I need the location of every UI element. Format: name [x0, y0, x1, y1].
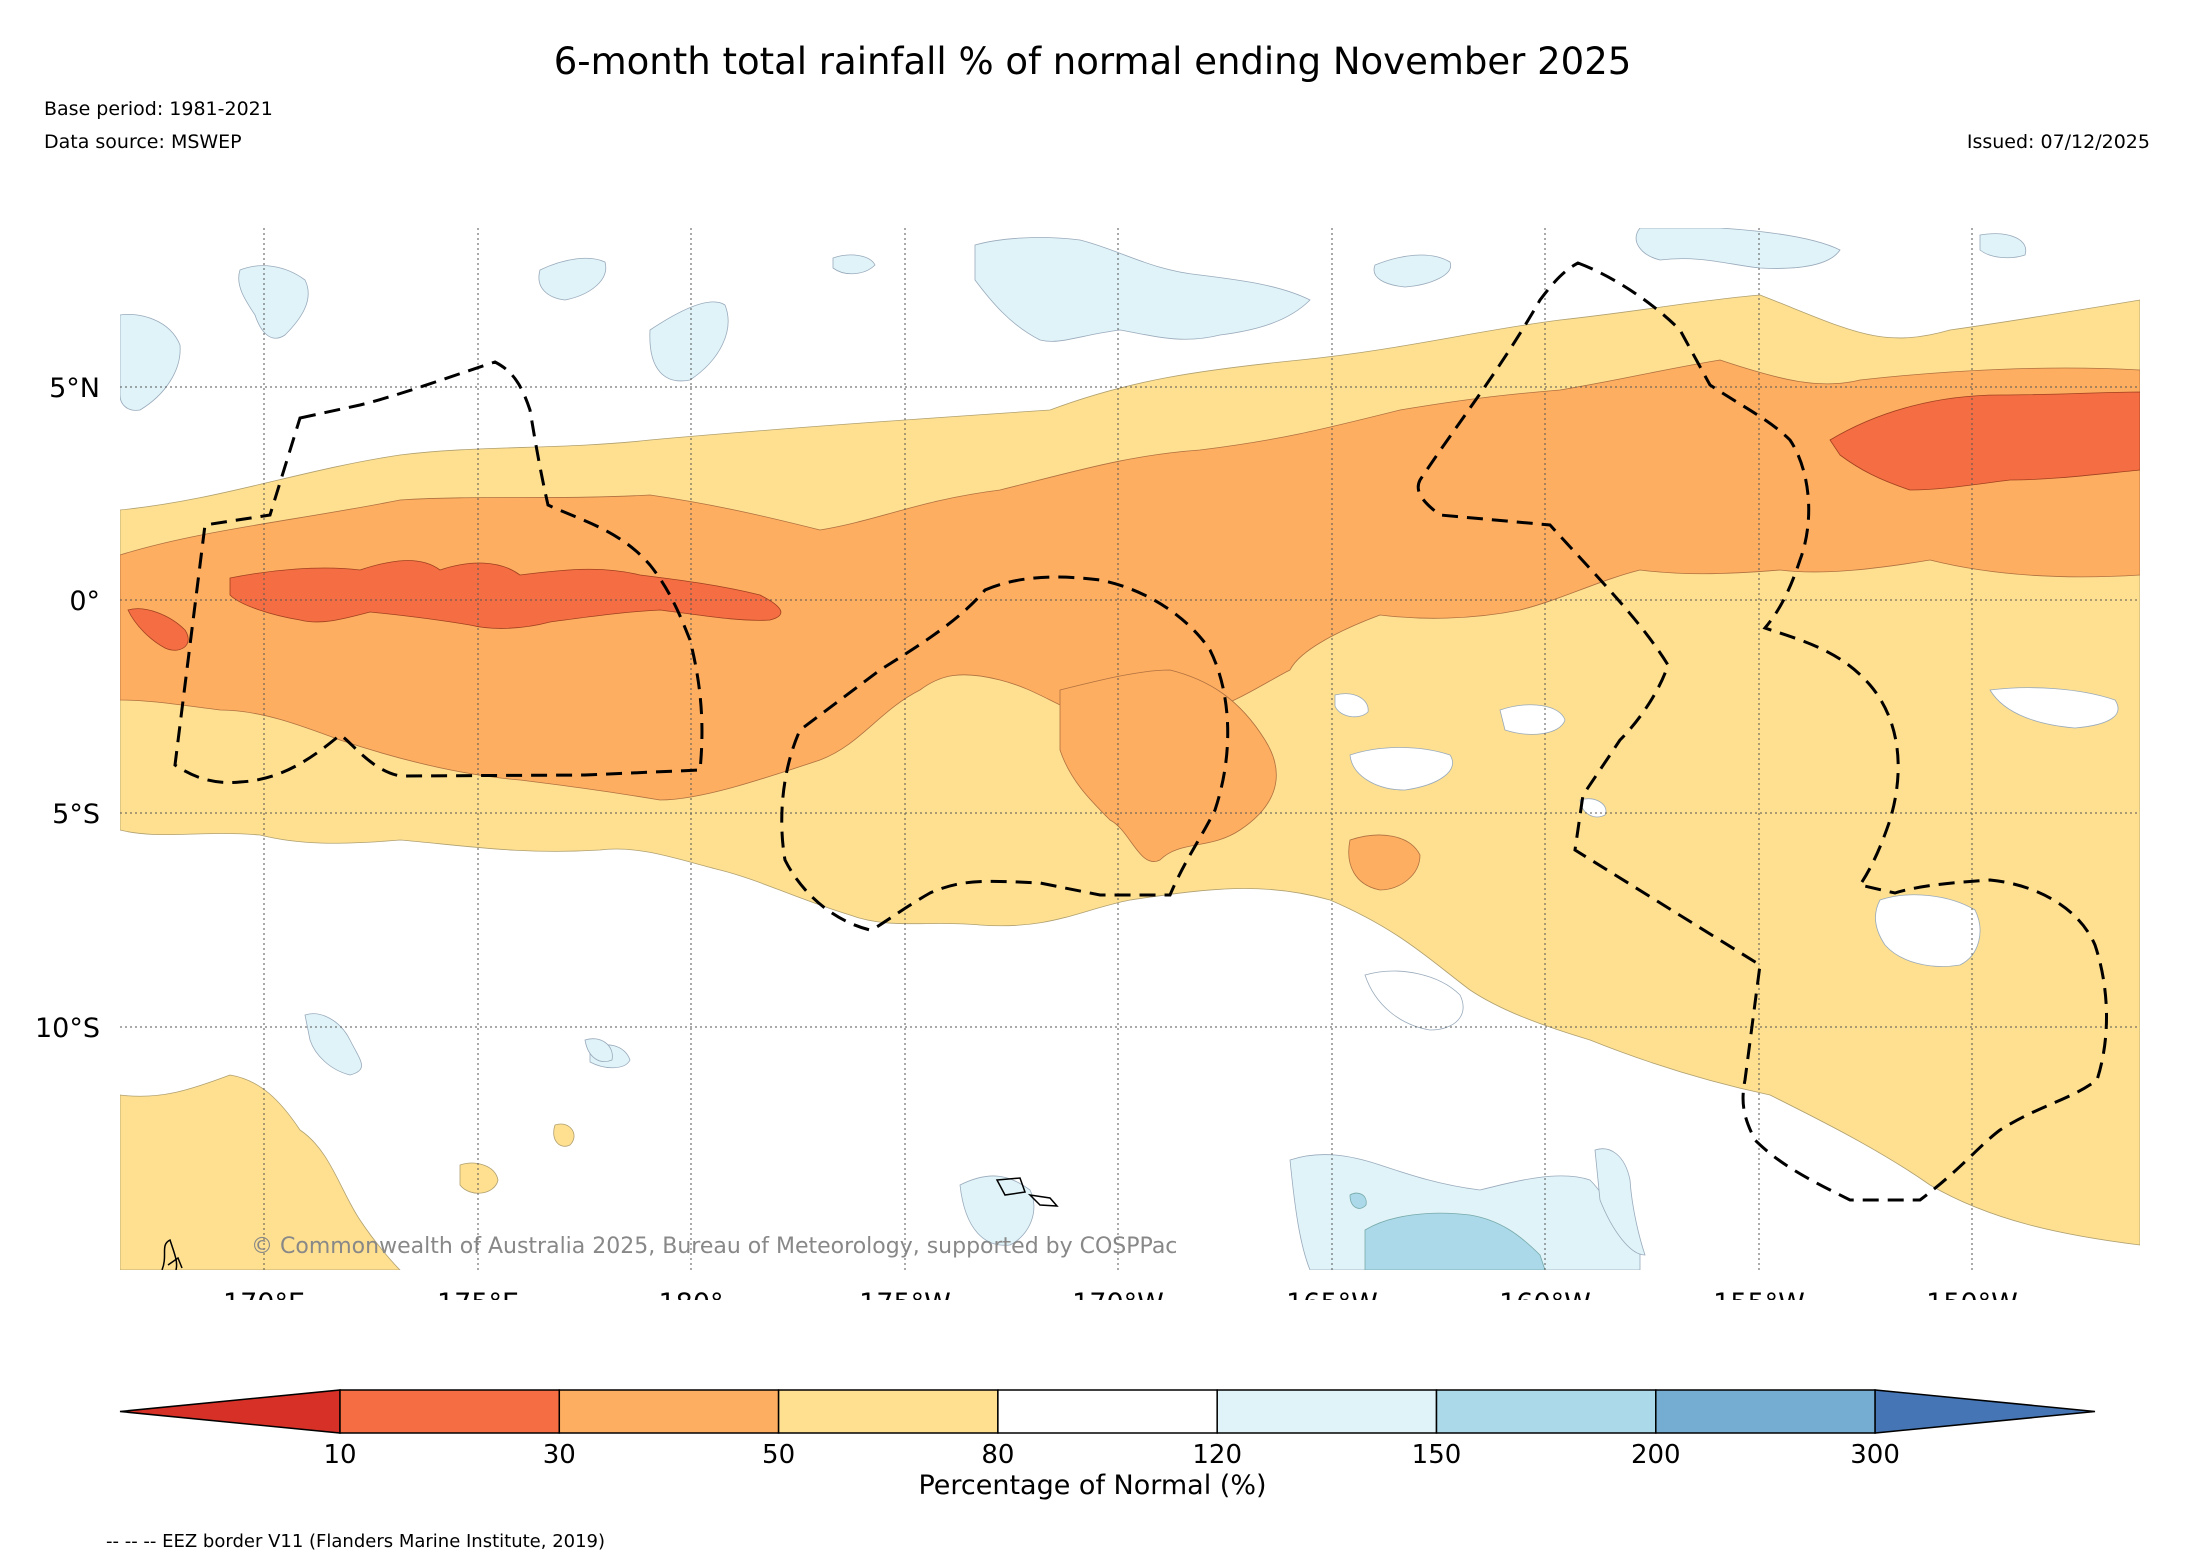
colorbar-tick-label: 120 [1192, 1440, 1242, 1470]
lon-label-175w: 175°W [859, 1288, 951, 1300]
colorbar-segment-30-50 [558, 1389, 780, 1434]
colorbar-segment-200-300 [1655, 1389, 1876, 1434]
colorbar-tick-label: 30 [542, 1440, 576, 1470]
map-title: 6-month total rainfall % of normal endin… [553, 40, 1632, 83]
lon-label-155w: 155°W [1713, 1288, 1805, 1300]
colorbar-segment-120-150 [1216, 1389, 1438, 1434]
lat-label-5s: 5°S [52, 799, 100, 830]
lon-label-175e: 175°E [437, 1288, 519, 1300]
base-period: Base period: 1981-2021 [44, 98, 273, 120]
eez-borders [173, 261, 2108, 1202]
colorbar-tick-label: 50 [762, 1440, 796, 1470]
issued-date: Issued: 07/12/2025 [1966, 131, 2150, 153]
data-source: Data source: MSWEP [44, 131, 242, 153]
lon-label-170w: 170°W [1072, 1288, 1164, 1300]
lat-label-0: 0° [69, 586, 100, 617]
band-10-30-east [1829, 391, 2140, 491]
colorbar-title: Percentage of Normal (%) [918, 1470, 1267, 1501]
band-150-200 [1364, 1212, 1546, 1270]
colorbar-tick-label: 150 [1411, 1440, 1462, 1470]
lat-label-5n: 5°N [49, 373, 100, 404]
colorbar-segment-50-80 [777, 1389, 999, 1434]
lon-label-160w: 160°W [1499, 1288, 1591, 1300]
band-10-30-west [229, 560, 782, 629]
colorbar-segment-150-200 [1435, 1389, 1657, 1434]
band-30-50 [120, 359, 2140, 801]
copyright-credit: © Commonwealth of Australia 2025, Bureau… [251, 1234, 1178, 1259]
colorbar-segment-80-120 [997, 1389, 1218, 1434]
eez-legend-note: -- -- -- EEZ border V11 (Flanders Marine… [106, 1531, 606, 1552]
lat-label-10s: 10°S [35, 1013, 100, 1044]
colorbar-tick-label: 200 [1630, 1440, 1681, 1470]
band-80-120-holes [1334, 687, 2119, 1031]
graticule [120, 228, 2140, 1270]
lon-label-180: 180° [658, 1288, 723, 1300]
colorbar-tick-label: 80 [981, 1440, 1015, 1470]
rainfall-map: 5°N 0° 5°S 10°S 170°E 175°E 180° 175°W 1… [35, 228, 2140, 1300]
colorbar-segment-10-30 [339, 1389, 561, 1434]
colorbar-tick-label: 10 [323, 1440, 357, 1470]
lon-label-165w: 165°W [1286, 1288, 1378, 1300]
band-50-80-south [120, 1074, 401, 1270]
colorbar-extend-high [1874, 1389, 2096, 1434]
colorbar [119, 1389, 2096, 1434]
lon-label-150w: 150°W [1926, 1288, 2018, 1300]
colorbar-tick-label: 300 [1850, 1440, 1900, 1470]
lon-label-170e: 170°E [223, 1288, 305, 1300]
colorbar-extend-low [119, 1389, 341, 1434]
